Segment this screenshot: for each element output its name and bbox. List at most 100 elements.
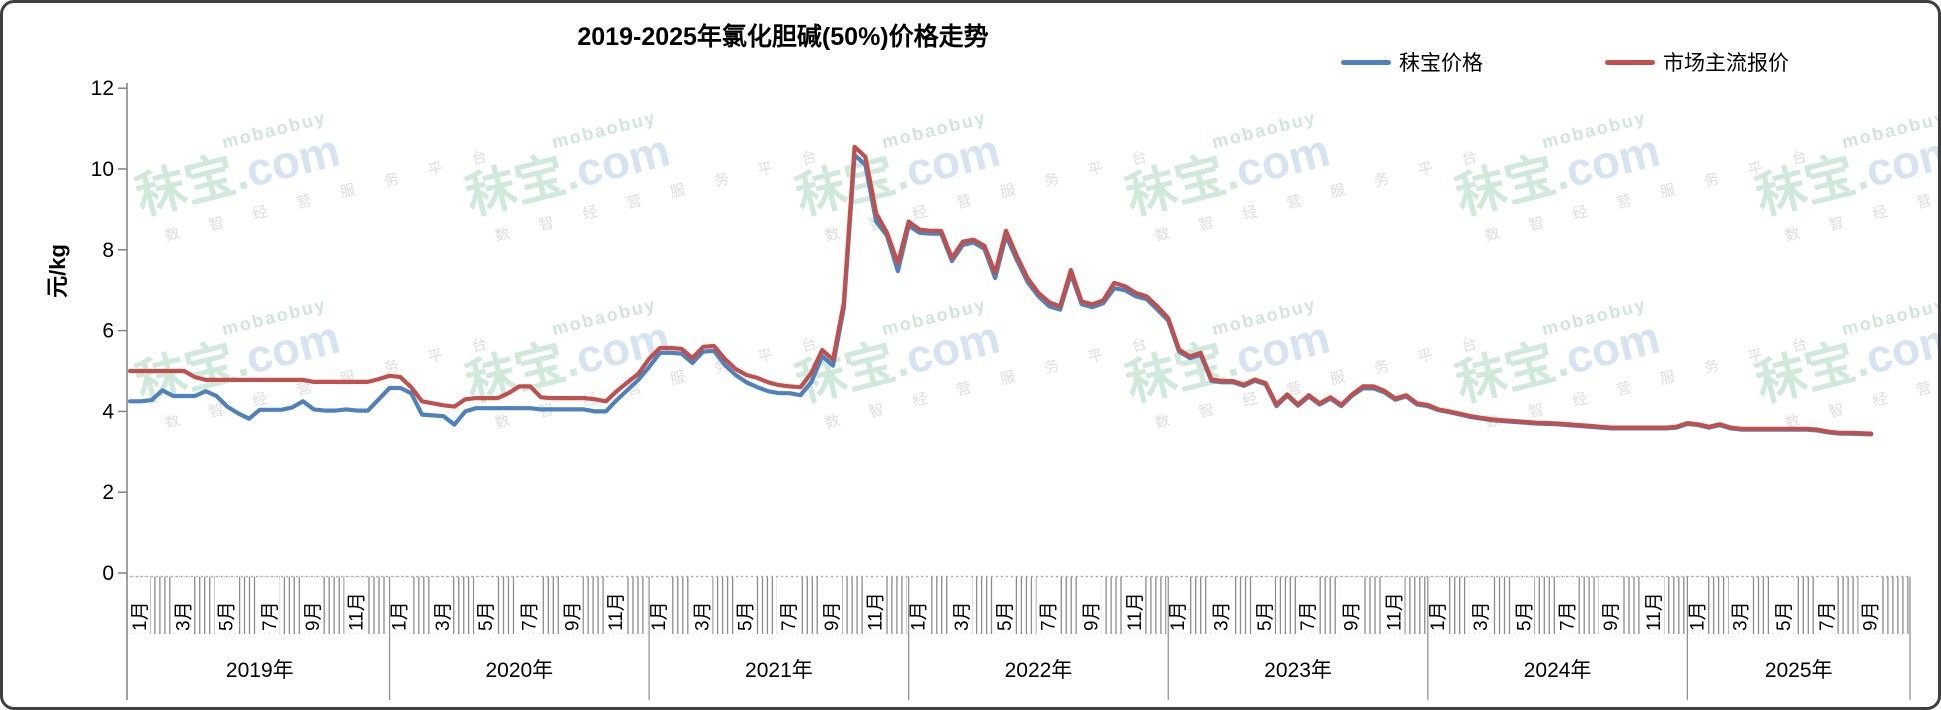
x-axis-month-label: 5月 xyxy=(736,601,757,631)
x-axis-month-label: 7月 xyxy=(260,601,281,631)
x-axis-month-label: 3月 xyxy=(1731,601,1752,631)
x-axis-month-label: 1月 xyxy=(1428,601,1449,631)
x-axis-year-label: 2021年 xyxy=(745,659,813,682)
month-label-gap xyxy=(1079,577,1102,634)
month-label-gap xyxy=(1425,577,1448,634)
x-axis-month-label: 9月 xyxy=(1341,601,1362,631)
x-axis-month-label: 11月 xyxy=(1125,592,1146,631)
month-label-gap xyxy=(474,577,497,634)
chart-legend: 秣宝价格 市场主流报价 xyxy=(1341,47,1789,77)
y-axis-tick-label: 12 xyxy=(91,77,114,100)
month-label-gap xyxy=(560,577,583,634)
x-axis-month-label: 3月 xyxy=(1212,601,1233,631)
month-label-gap xyxy=(128,577,150,634)
month-label-gap xyxy=(1728,577,1751,634)
month-label-gap xyxy=(1122,577,1145,634)
month-label-gap xyxy=(1815,577,1838,634)
x-axis-month-label: 1月 xyxy=(1687,601,1708,631)
x-axis-month-label: 5月 xyxy=(995,601,1016,631)
x-axis-year-label: 2024年 xyxy=(1524,659,1592,682)
month-label-gap xyxy=(820,577,843,634)
x-axis-month-label: 1月 xyxy=(1168,601,1189,631)
y-axis-tick-label: 10 xyxy=(91,158,114,181)
x-axis-month-label: 9月 xyxy=(303,601,324,631)
x-axis-year-label: 2022年 xyxy=(1005,659,1073,682)
x-axis-month-label: 1月 xyxy=(649,601,670,631)
month-label-gap xyxy=(1296,577,1319,634)
x-axis-month-label: 7月 xyxy=(1038,601,1059,631)
legend-line-swatch-blue xyxy=(1341,59,1391,65)
x-axis-month-label: 9月 xyxy=(1860,601,1881,631)
series-line-market-price xyxy=(127,144,1874,436)
month-label-gap xyxy=(430,577,453,634)
series-line-mabao-price xyxy=(127,152,1874,437)
month-label-gap xyxy=(1252,577,1275,634)
x-axis-month-label: 5月 xyxy=(217,601,238,631)
month-label-gap xyxy=(1555,577,1578,634)
month-label-gap xyxy=(993,577,1016,634)
month-label-gap xyxy=(1209,577,1232,634)
x-axis-month-label: 11月 xyxy=(346,592,367,631)
x-axis-month-label: 5月 xyxy=(476,601,497,631)
y-axis-tick-label: 2 xyxy=(102,481,114,504)
month-label-gap xyxy=(1036,577,1059,634)
month-label-gap xyxy=(517,577,540,634)
x-axis-month-label: 1月 xyxy=(130,601,151,631)
x-axis-year-label: 2023年 xyxy=(1264,659,1332,682)
chart-title: 2019-2025年氯化胆碱(50%)价格走势 xyxy=(577,23,989,51)
x-axis-month-label: 7月 xyxy=(1817,601,1838,631)
x-axis-month-label: 9月 xyxy=(563,601,584,631)
legend-label-mabao-price: 秣宝价格 xyxy=(1399,52,1483,75)
month-label-gap xyxy=(1685,577,1708,634)
legend-label-market-price: 市场主流报价 xyxy=(1663,52,1789,75)
month-label-gap xyxy=(1166,577,1189,634)
x-axis-month-label: 11月 xyxy=(865,592,886,631)
x-axis-month-label: 3月 xyxy=(952,601,973,631)
x-axis-month-label: 5月 xyxy=(1774,601,1795,631)
legend-line-swatch-red xyxy=(1605,59,1655,65)
x-axis-month-label: 9月 xyxy=(1601,601,1622,631)
x-axis-month-label: 9月 xyxy=(822,601,843,631)
x-axis-month-label: 11月 xyxy=(1644,592,1665,631)
x-axis-month-label: 11月 xyxy=(1385,592,1406,631)
x-axis-year-label: 2020年 xyxy=(485,659,553,682)
month-label-gap xyxy=(1339,577,1362,634)
legend-item-market-price: 市场主流报价 xyxy=(1605,47,1789,77)
month-label-gap xyxy=(1598,577,1621,634)
x-axis-month-label: 1月 xyxy=(909,601,930,631)
month-label-gap xyxy=(603,577,626,634)
legend-item-mabao-price: 秣宝价格 xyxy=(1341,47,1483,77)
month-label-gap xyxy=(1512,577,1535,634)
month-label-gap xyxy=(387,577,410,634)
month-label-gap xyxy=(949,577,972,634)
y-axis-tick-label: 0 xyxy=(102,562,114,585)
x-axis-month-label: 3月 xyxy=(433,601,454,631)
month-label-gap xyxy=(1642,577,1665,634)
month-label-gap xyxy=(301,577,324,634)
x-axis-month-label: 7月 xyxy=(1558,601,1579,631)
x-axis-year-label: 2025年 xyxy=(1765,659,1833,682)
y-axis-tick-label: 4 xyxy=(102,400,114,423)
x-axis-month-label: 7月 xyxy=(519,601,540,631)
month-label-gap xyxy=(690,577,713,634)
month-label-gap xyxy=(647,577,670,634)
month-label-gap xyxy=(1771,577,1794,634)
month-label-gap xyxy=(863,577,886,634)
month-label-gap xyxy=(1858,577,1881,634)
price-trend-chart: 1月 3月 5月 7月 9月 11月 2019年 1月 3月 5月 7月 9月 11月 2020年 1月 3月… xyxy=(91,77,1911,700)
x-axis-month-label: 5月 xyxy=(1255,601,1276,631)
y-axis-tick-label: 6 xyxy=(102,320,114,343)
x-axis-month-label: 1月 xyxy=(390,601,411,631)
x-axis-month-label: 9月 xyxy=(1082,601,1103,631)
y-axis-tick-label: 8 xyxy=(102,239,114,262)
x-axis-month-label: 7月 xyxy=(1298,601,1319,631)
month-label-gap xyxy=(214,577,237,634)
month-label-gap xyxy=(171,577,194,634)
month-label-gap xyxy=(344,577,367,634)
x-axis-month-label: 11月 xyxy=(606,592,627,631)
month-label-gap xyxy=(776,577,799,634)
month-label-gap xyxy=(1469,577,1492,634)
month-label-gap xyxy=(1382,577,1405,634)
x-axis-month-label: 5月 xyxy=(1514,601,1535,631)
